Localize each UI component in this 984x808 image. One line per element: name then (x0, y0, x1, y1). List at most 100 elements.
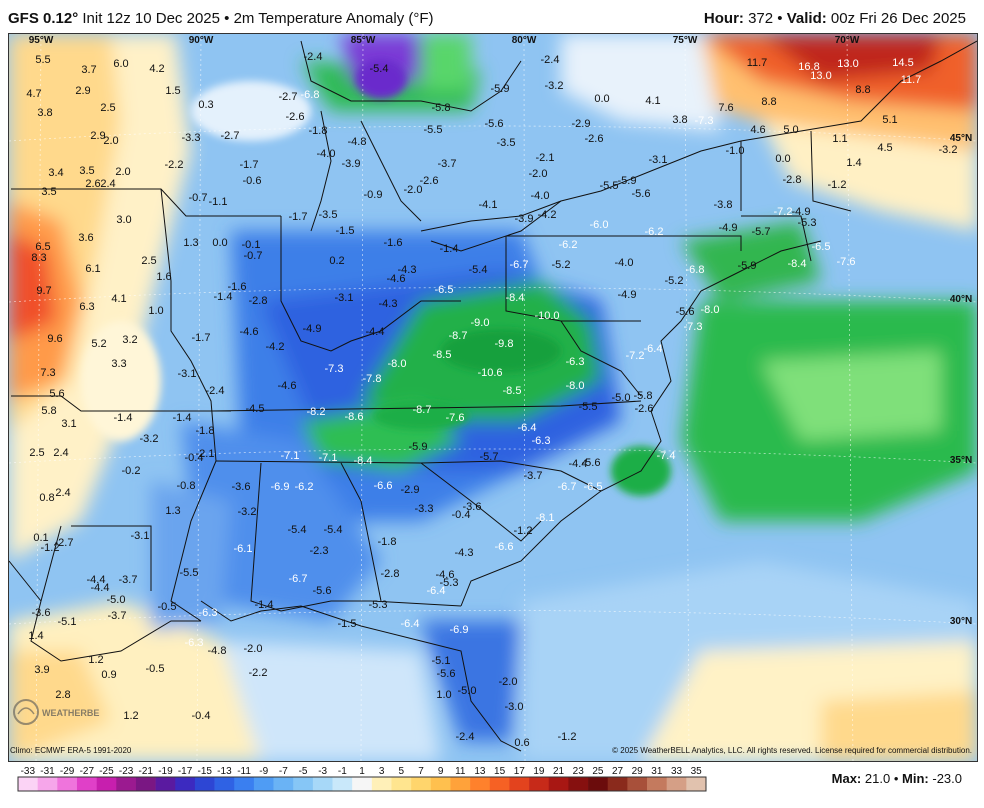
colorbar-swatch (371, 777, 392, 791)
anomaly-value: -4.6 (436, 569, 455, 581)
anomaly-value: -1.7 (240, 159, 259, 171)
header: GFS 0.12° Init 12z 10 Dec 2025 • 2m Temp… (0, 0, 984, 32)
colorbar-swatch (548, 777, 569, 791)
model-degree: ° (72, 10, 79, 27)
anomaly-value: -6.7 (510, 259, 529, 271)
colorbar-swatch (293, 777, 314, 791)
anomaly-value: -2.8 (783, 174, 802, 186)
anomaly-value: -5.9 (491, 83, 510, 95)
anomaly-value: 1.6 (156, 271, 171, 283)
anomaly-value: -1.1 (209, 196, 228, 208)
anomaly-value: 1.1 (832, 133, 847, 145)
anomaly-value: -3.1 (131, 530, 150, 542)
anomaly-value: -2.3 (310, 545, 329, 557)
anomaly-value: -4.0 (531, 190, 550, 202)
colorbar-tick-label: -27 (80, 766, 95, 777)
anomaly-value: -3.1 (649, 154, 668, 166)
anomaly-value: 13.0 (837, 58, 858, 70)
anomaly-value: -0.9 (364, 189, 383, 201)
anomaly-value: 11.7 (747, 57, 768, 69)
anomaly-value: -3.2 (939, 144, 958, 156)
anomaly-value: 8.3 (31, 252, 46, 264)
anomaly-value: -2.0 (404, 184, 423, 196)
anomaly-value: -1.8 (196, 425, 215, 437)
anomaly-value: -2.9 (572, 118, 591, 130)
anomaly-value: 4.1 (645, 95, 660, 107)
anomaly-value: -3.7 (119, 574, 138, 586)
anomaly-value: -2.7 (221, 130, 240, 142)
colorbar-tick-label: 17 (514, 766, 526, 777)
anomaly-value: -5.1 (58, 616, 77, 628)
anomaly-value: -1.8 (378, 536, 397, 548)
anomaly-value: -4.6 (387, 273, 406, 285)
anomaly-value: -2.7 (279, 91, 298, 103)
anomaly-value: -6.3 (199, 607, 218, 619)
anomaly-value: -6.0 (590, 219, 609, 231)
title-separator: • (224, 10, 230, 27)
colorbar-swatch (588, 777, 609, 791)
anomaly-value: -2.6 (585, 133, 604, 145)
anomaly-value: 0.3 (198, 99, 213, 111)
anomaly-value: -4.8 (348, 136, 367, 148)
anomaly-value: 3.5 (41, 186, 56, 198)
anomaly-value: 9.6 (47, 333, 62, 345)
anomaly-value: 3.8 (672, 114, 687, 126)
latitude-labels: 45°N 40°N 35°N 30°N (950, 133, 972, 627)
anomaly-value: 0.0 (212, 237, 227, 249)
max-value: 21.0 (864, 771, 891, 786)
anomaly-value: -1.6 (384, 237, 403, 249)
anomaly-value: -3.7 (108, 610, 127, 622)
anomaly-value: -3.2 (238, 506, 257, 518)
anomaly-value: -1.4 (440, 243, 459, 255)
anomaly-value: 0.2 (329, 255, 344, 267)
anomaly-value: -8.0 (388, 358, 407, 370)
anomaly-value: -6.5 (435, 284, 454, 296)
anomaly-value: -8.7 (449, 330, 468, 342)
colorbar-tick-label: -3 (318, 766, 327, 777)
anomaly-value: -5.9 (618, 175, 637, 187)
anomaly-map: 95°W 90°W 85°W 80°W 75°W 70°W 45°N 40°N 35°N 30°… (9, 34, 977, 761)
anomaly-value: -6.7 (558, 481, 577, 493)
anomaly-value: -6.3 (566, 356, 585, 368)
climatology-note: Climo: ECMWF ERA-5 1991-2020 (10, 746, 132, 755)
anomaly-value: 2.8 (55, 689, 70, 701)
anomaly-value: 2.0 (115, 166, 130, 178)
anomaly-value: 3.6 (78, 232, 93, 244)
colorbar-swatch (253, 777, 274, 791)
anomaly-value: -1.6 (228, 281, 247, 293)
anomaly-value: -4.2 (266, 341, 285, 353)
anomaly-value: -0.2 (122, 465, 141, 477)
colorbar-tick-label: -31 (40, 766, 55, 777)
anomaly-value: 2.5 (141, 255, 156, 267)
anomaly-value: -3.1 (335, 292, 354, 304)
anomaly-value: -0.8 (177, 480, 196, 492)
anomaly-value: -5.1 (432, 655, 451, 667)
anomaly-value: -4.2 (538, 209, 557, 221)
anomaly-value: -2.4 (456, 731, 475, 743)
anomaly-value: 13.0 (810, 70, 831, 82)
anomaly-value: 1.4 (28, 630, 43, 642)
anomaly-value: 16.8 (798, 61, 819, 73)
anomaly-value: -3.1 (178, 368, 197, 380)
anomaly-value: 1.4 (846, 157, 861, 169)
anomaly-value: 5.8 (41, 405, 56, 417)
max-min-summary: Max: 21.0 • Min: -23.0 (832, 771, 962, 786)
longitude-labels: 95°W 90°W 85°W 80°W 75°W 70°W (29, 35, 860, 46)
anomaly-value: -0.5 (158, 601, 177, 613)
anomaly-value: -6.8 (301, 89, 320, 101)
anomaly-value: -6.4 (427, 585, 446, 597)
anomaly-value: 0.9 (101, 669, 116, 681)
anomaly-value: -2.7 (55, 537, 74, 549)
anomaly-value: -2.1 (196, 448, 215, 460)
colorbar-tick-label: 35 (691, 766, 703, 777)
colorbar-swatch (489, 777, 510, 791)
anomaly-value: -3.7 (524, 470, 543, 482)
anomaly-value: -1.2 (514, 525, 533, 537)
anomaly-value: -3.3 (415, 503, 434, 515)
anomaly-value: -1.4 (255, 599, 274, 611)
hour-label: Hour: (703, 10, 744, 27)
anomaly-value: -4.4 (91, 582, 110, 594)
anomaly-value: -4.1 (479, 199, 498, 211)
anomaly-value: -7.1 (281, 450, 300, 462)
longitude-label: 80°W (512, 35, 537, 46)
